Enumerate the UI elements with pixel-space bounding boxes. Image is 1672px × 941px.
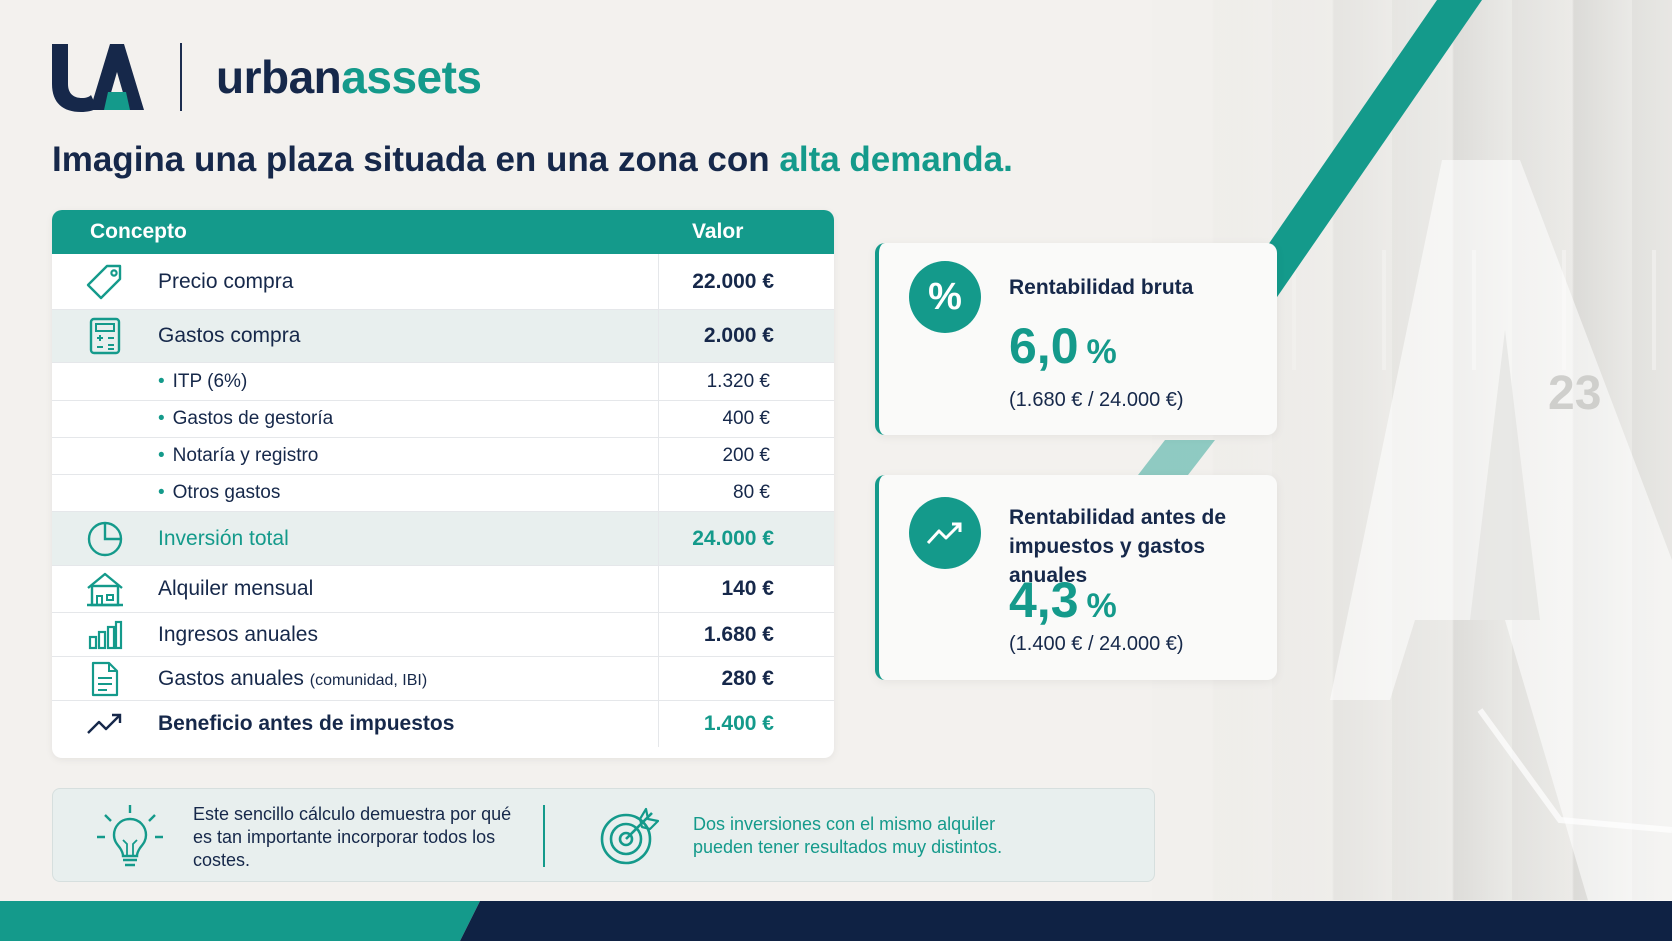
target-icon <box>600 807 660 865</box>
table-row: Beneficio antes de impuestos 1.400 € <box>52 701 834 747</box>
house-icon <box>52 571 158 607</box>
parking-space-number: 23 <box>1548 367 1602 420</box>
info-text-comparison: Dos inversiones con el mismo alquiler pu… <box>693 814 1003 857</box>
table-header: Concepto Valor <box>52 210 834 254</box>
row-label: Alquiler mensual <box>158 577 314 600</box>
row-label: Ingresos anuales <box>158 622 318 646</box>
row-value: 1.680 € <box>658 613 834 656</box>
table-row: Precio compra 22.000 € <box>52 254 834 310</box>
subrow-value: 200 € <box>658 438 834 474</box>
brand-logo: urbanassets <box>50 42 482 112</box>
brand-name-part1: urban <box>216 51 342 103</box>
card-title: Rentabilidad antes de impuestos y gastos… <box>1009 506 1227 587</box>
row-value: 140 € <box>658 566 834 612</box>
info-text-costs: Este sencillo cálculo demuestra por qué … <box>193 804 512 870</box>
letter-a-inner <box>1470 330 1540 620</box>
subrow-label: • ITP (6%) <box>158 370 248 392</box>
subrow-value: 80 € <box>658 475 834 511</box>
table-row-total: Inversión total 24.000 € <box>52 512 834 566</box>
card-title: Rentabilidad bruta <box>1009 276 1194 299</box>
header-value: Valor <box>692 220 744 243</box>
teal-diagonal-stripe <box>1230 0 1482 300</box>
row-value: 22.000 € <box>658 254 834 309</box>
investment-table: Concepto Valor Precio compra 22.000 € Ga… <box>52 210 834 758</box>
table-row: Alquiler mensual 140 € <box>52 566 834 613</box>
info-divider <box>543 805 545 867</box>
row-label: Precio compra <box>158 269 294 293</box>
subrow-label: • Notaría y registro <box>158 445 319 466</box>
net-yield-card: Rentabilidad antes de impuestos y gastos… <box>875 475 1277 680</box>
gross-yield-card: % Rentabilidad bruta 6,0% (1.680 € / 24.… <box>875 243 1277 435</box>
subrow-label: • Otros gastos <box>158 482 281 503</box>
lightbulb-icon <box>97 805 163 867</box>
document-icon <box>52 661 158 697</box>
logo-separator <box>180 43 182 111</box>
footer-bar <box>0 901 1672 941</box>
brand-name: urbanassets <box>216 54 482 100</box>
row-label-note: (comunidad, IBI) <box>309 671 428 689</box>
card-formula: (1.400 € / 24.000 €) <box>1009 633 1184 655</box>
row-label: Beneficio antes de impuestos <box>158 712 455 735</box>
card-formula: (1.680 € / 24.000 €) <box>1009 389 1184 411</box>
table-row: Ingresos anuales 1.680 € <box>52 613 834 657</box>
pie-chart-icon <box>52 520 158 558</box>
percent-icon: % <box>909 261 981 333</box>
row-value: 2.000 € <box>658 310 834 362</box>
table-row: Gastos anuales (comunidad, IBI) 280 € <box>52 657 834 701</box>
headline-highlight: alta demanda. <box>779 140 1013 179</box>
calculator-icon <box>52 317 158 355</box>
card-value: 4,3% <box>1009 572 1117 628</box>
price-tag-icon <box>52 262 158 302</box>
brand-name-part2: assets <box>341 51 482 103</box>
trend-up-icon <box>909 497 981 569</box>
headline-text: Imagina una plaza situada en una zona co… <box>52 140 780 179</box>
row-value: 280 € <box>658 657 834 700</box>
row-value: 1.400 € <box>658 701 834 747</box>
subrow-label: • Gastos de gestoría <box>158 408 334 429</box>
table-subrow: • ITP (6%) 1.320 € <box>52 363 834 401</box>
bar-chart-icon <box>52 620 158 650</box>
row-label: Gastos anuales (comunidad, IBI) <box>158 666 428 690</box>
trend-up-icon <box>52 711 158 737</box>
page-title: Imagina una plaza situada en una zona co… <box>52 140 1013 180</box>
table-subrow: • Gastos de gestoría 400 € <box>52 401 834 438</box>
parking-line <box>1477 708 1672 833</box>
ua-logo-icon <box>52 44 144 112</box>
teal-stripe-fragment <box>1138 440 1215 475</box>
card-value: 6,0% <box>1009 318 1117 374</box>
row-label: Inversión total <box>158 526 289 550</box>
header-concept: Concepto <box>90 220 187 243</box>
subrow-value: 400 € <box>658 401 834 437</box>
table-subrow: • Notaría y registro 200 € <box>52 438 834 475</box>
row-value: 24.000 € <box>658 512 834 565</box>
table-row: Gastos compra 2.000 € <box>52 310 834 363</box>
table-subrow: • Otros gastos 80 € <box>52 475 834 512</box>
row-label: Gastos compra <box>158 324 301 347</box>
subrow-value: 1.320 € <box>658 363 834 400</box>
info-box: Este sencillo cálculo demuestra por qué … <box>52 788 1155 882</box>
